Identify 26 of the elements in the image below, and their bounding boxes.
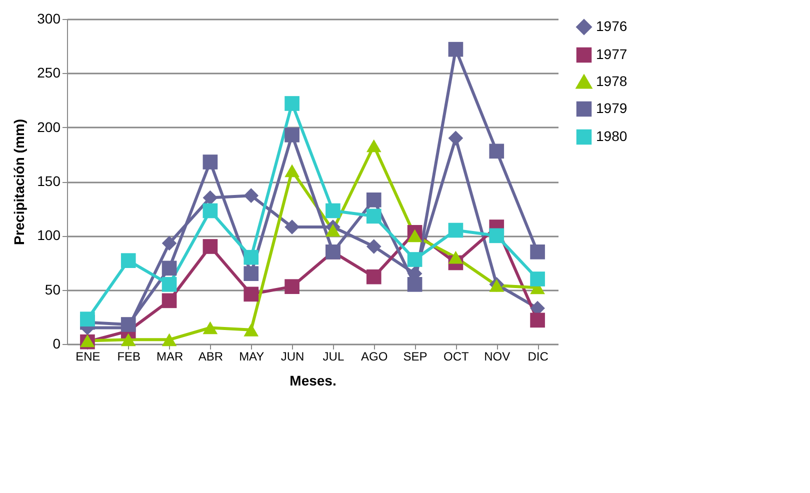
- x-tick-label: AGO: [361, 350, 388, 364]
- x-tick-label: FEB: [117, 350, 141, 364]
- x-tick-label: SEP: [403, 350, 428, 364]
- x-tick-label: ENE: [76, 350, 100, 364]
- x-tick-label: ABR: [198, 350, 224, 364]
- legend-label: 1976: [596, 18, 628, 34]
- y-tick-label: 50: [44, 281, 61, 298]
- y-tick-label: 150: [37, 173, 61, 189]
- x-tick-label: OCT: [444, 350, 470, 364]
- y-tick-label: 0: [52, 336, 61, 352]
- y-tick-label: 250: [37, 64, 61, 81]
- y-tick-label: 300: [37, 10, 61, 26]
- y-tick-label: 100: [37, 227, 61, 244]
- y-tick-label: 200: [37, 118, 61, 135]
- x-tick-label: JUN: [280, 350, 304, 364]
- x-axis-title: Meses.: [290, 372, 336, 388]
- legend-label: 1980: [596, 128, 628, 144]
- legend-label: 1978: [596, 73, 628, 89]
- x-tick-label: MAR: [156, 350, 184, 364]
- x-tick-label: JUL: [322, 350, 344, 364]
- x-tick-label: MAY: [239, 350, 264, 364]
- x-tick-label: NOV: [484, 350, 510, 364]
- y-axis-title: Precipitación (mm): [11, 118, 28, 246]
- legend-label: 1979: [596, 100, 628, 116]
- x-tick-label: DIC: [528, 350, 549, 364]
- legend-label: 1977: [596, 46, 628, 62]
